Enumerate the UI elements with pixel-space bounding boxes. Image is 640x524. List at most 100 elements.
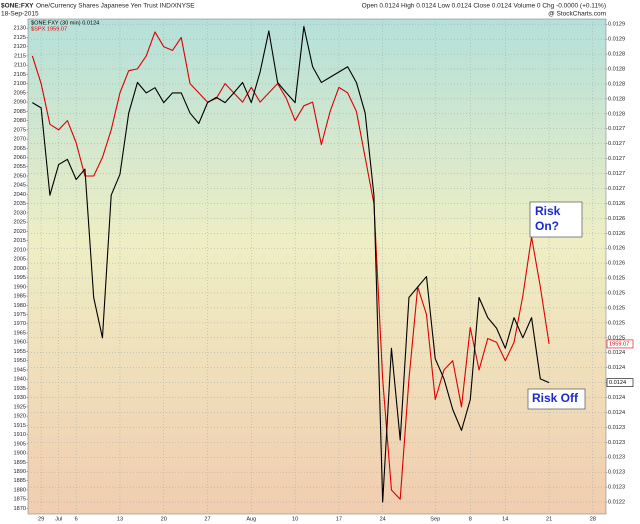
annotation: On? bbox=[535, 219, 559, 233]
quote: Open 0.0124 High 0.0124 Low 0.0124 Close… bbox=[362, 3, 606, 10]
y2-tick-label: 0.0125 bbox=[608, 320, 625, 326]
y-tick-label: 2075 bbox=[14, 127, 26, 133]
date: 18-Sep-2015 bbox=[1, 11, 39, 18]
y2-tick-label: 0.0127 bbox=[608, 126, 625, 132]
y-tick-label: 2035 bbox=[14, 201, 26, 207]
annotation-box bbox=[527, 388, 586, 410]
x-tick-label: 8 bbox=[469, 516, 472, 522]
description: One/Currency Shares Japanese Yen Trust I… bbox=[36, 3, 195, 10]
y-tick-label: 1960 bbox=[14, 340, 26, 346]
y-tick-label: 2015 bbox=[14, 238, 26, 244]
y-tick-label: 1985 bbox=[14, 294, 26, 300]
plot-area bbox=[27, 18, 607, 515]
y-tick-label: 2105 bbox=[14, 72, 26, 78]
y-tick-label: 2110 bbox=[14, 63, 26, 69]
y2-tick-label: 0.0126 bbox=[608, 216, 625, 222]
x-tick-label: 10 bbox=[292, 516, 298, 522]
y-tick-label: 2095 bbox=[14, 90, 26, 96]
y-tick-label: 2000 bbox=[14, 266, 26, 272]
y-tick-label: 1930 bbox=[14, 395, 26, 401]
x-tick-label: 20 bbox=[161, 516, 167, 522]
y-tick-label: 1915 bbox=[14, 423, 26, 429]
y2-tick-label: 0.0128 bbox=[608, 111, 625, 117]
y-tick-label: 1890 bbox=[14, 469, 26, 475]
y-tick-label: 2115 bbox=[14, 53, 26, 59]
y-tick-label: 2040 bbox=[14, 192, 26, 198]
x-tick-label: 13 bbox=[117, 516, 123, 522]
annotation: Risk Off bbox=[532, 391, 579, 405]
last-value-box bbox=[606, 339, 634, 349]
y-tick-label: 2065 bbox=[14, 146, 26, 152]
y-tick-label: 2100 bbox=[14, 81, 26, 87]
y-tick-label: 1980 bbox=[14, 303, 26, 309]
y-tick-label: 1920 bbox=[14, 414, 26, 420]
y-tick-label: 2085 bbox=[14, 109, 26, 115]
y-tick-label: 1940 bbox=[14, 377, 26, 383]
y-tick-label: 1925 bbox=[14, 404, 26, 410]
y2-tick-label: 0.0123 bbox=[608, 425, 625, 431]
y2-tick-label: 0.0128 bbox=[608, 81, 625, 87]
x-tick-label: 6 bbox=[75, 516, 78, 522]
y-tick-label: 1950 bbox=[14, 358, 26, 364]
annotation: Risk bbox=[535, 204, 561, 218]
y2-tick-label: 0.0125 bbox=[608, 276, 625, 282]
legend-entry: $SPX 1959.07 bbox=[31, 26, 67, 32]
y2-tick-label: 0.0127 bbox=[608, 141, 625, 147]
y-tick-label: 1910 bbox=[14, 432, 26, 438]
y2-tick-label: 0.0125 bbox=[608, 305, 625, 311]
x-tick-label: 17 bbox=[336, 516, 342, 522]
y2-tick-label: 0.0128 bbox=[608, 52, 625, 58]
y-tick-label: 1965 bbox=[14, 330, 26, 336]
y-tick-label: 2050 bbox=[14, 173, 26, 179]
y-tick-label: 2010 bbox=[14, 247, 26, 253]
y-tick-label: 2130 bbox=[14, 26, 26, 32]
x-tick-label: 14 bbox=[502, 516, 508, 522]
y2-tick-label: 0.0123 bbox=[608, 440, 625, 446]
y-tick-label: 2055 bbox=[14, 164, 26, 170]
y2-tick-label: 0.0126 bbox=[608, 261, 625, 267]
last-value-label: 0.0124 bbox=[609, 380, 626, 386]
x-tick-label: Jul bbox=[55, 516, 62, 522]
last-value-label: 1959.07 bbox=[609, 341, 629, 347]
y2-tick-label: 0.0124 bbox=[608, 395, 625, 401]
y-tick-label: 1970 bbox=[14, 321, 26, 327]
y-tick-label: 1995 bbox=[14, 275, 26, 281]
y2-tick-label: 0.0126 bbox=[608, 246, 625, 252]
y2-tick-label: 0.0124 bbox=[608, 350, 625, 356]
legend-entry: $ONE:FXY (30 min) 0.0124 bbox=[31, 20, 99, 26]
annotation-box bbox=[529, 201, 583, 238]
y2-tick-label: 0.0129 bbox=[608, 37, 625, 43]
y-tick-label: 2120 bbox=[14, 44, 26, 50]
x-tick-label: 29 bbox=[38, 516, 44, 522]
y-tick-label: 1905 bbox=[14, 441, 26, 447]
y2-tick-label: 0.0127 bbox=[608, 171, 625, 177]
series-line bbox=[32, 25, 550, 503]
y-tick-label: 2125 bbox=[14, 35, 26, 41]
y2-tick-label: 0.0123 bbox=[608, 470, 625, 476]
y-tick-label: 2005 bbox=[14, 257, 26, 263]
y-tick-label: 2030 bbox=[14, 210, 26, 216]
y-tick-label: 1935 bbox=[14, 386, 26, 392]
x-tick-label: 28 bbox=[590, 516, 596, 522]
y-tick-label: 2070 bbox=[14, 137, 26, 143]
y-tick-label: 1870 bbox=[14, 506, 26, 512]
y2-tick-label: 0.0123 bbox=[608, 485, 625, 491]
y2-tick-label: 0.0124 bbox=[608, 410, 625, 416]
x-tick-label: Sep bbox=[430, 516, 440, 522]
y2-tick-label: 0.0125 bbox=[608, 290, 625, 296]
y-tick-label: 1945 bbox=[14, 367, 26, 373]
y-tick-label: 1955 bbox=[14, 349, 26, 355]
y-tick-label: 1885 bbox=[14, 478, 26, 484]
y2-tick-label: 0.0122 bbox=[608, 500, 625, 506]
y2-tick-label: 0.0125 bbox=[608, 335, 625, 341]
series-line bbox=[31, 31, 550, 500]
x-tick-label: Aug bbox=[246, 516, 256, 522]
y2-tick-label: 0.0127 bbox=[608, 186, 625, 192]
y-tick-label: 2020 bbox=[14, 229, 26, 235]
y-tick-label: 1990 bbox=[14, 284, 26, 290]
last-value-box bbox=[606, 378, 634, 387]
x-tick-label: 27 bbox=[204, 516, 210, 522]
y-tick-label: 2045 bbox=[14, 183, 26, 189]
